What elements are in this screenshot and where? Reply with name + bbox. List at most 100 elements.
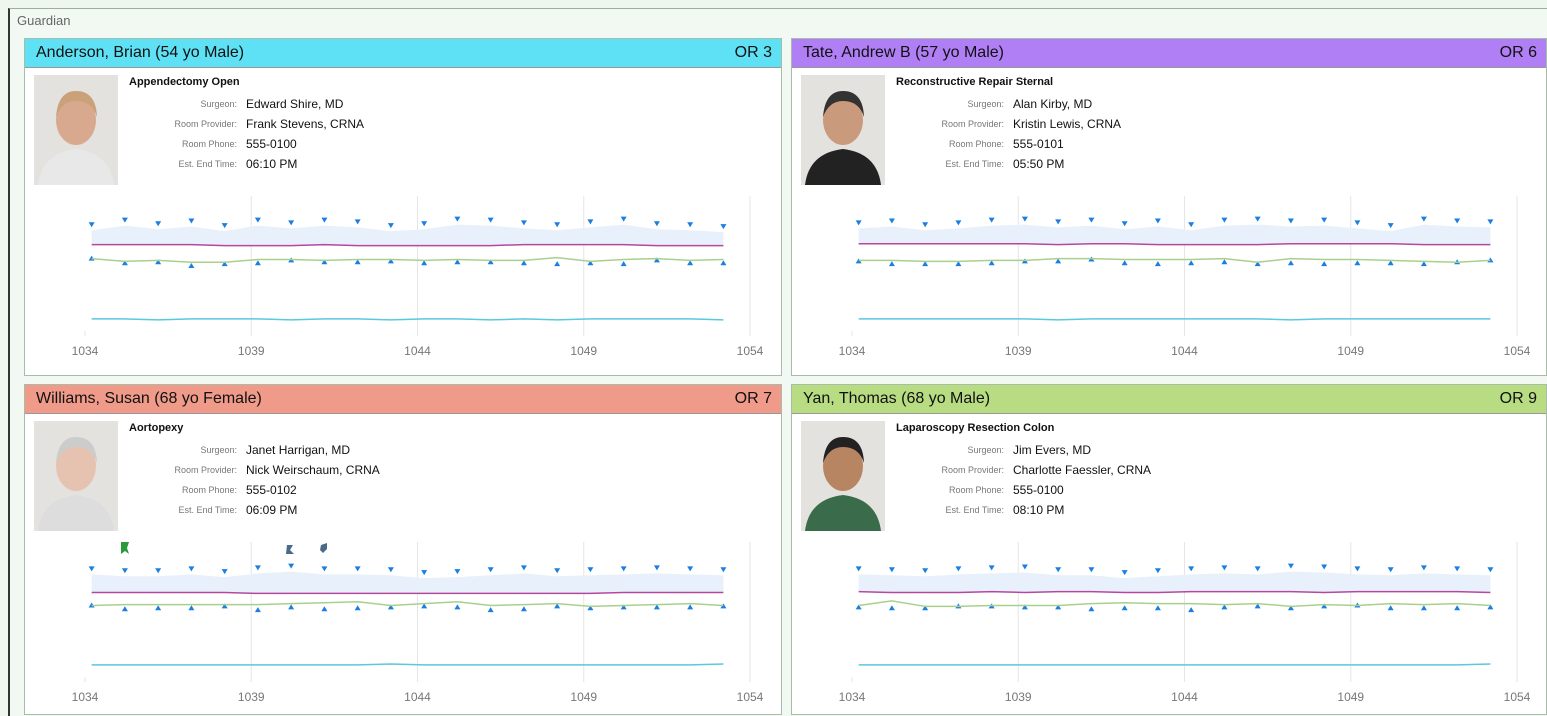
vital-marker	[255, 218, 261, 223]
vital-marker	[1022, 217, 1028, 222]
vital-marker	[889, 219, 895, 224]
vital-marker	[288, 564, 294, 569]
vital-marker	[122, 218, 128, 223]
vital-marker	[1255, 217, 1261, 222]
vital-line	[859, 319, 1491, 320]
vital-marker	[255, 260, 261, 265]
vital-marker	[288, 604, 294, 609]
vital-marker	[188, 566, 194, 571]
vital-marker	[1321, 261, 1327, 266]
vital-marker	[1055, 567, 1061, 572]
vital-marker	[1155, 219, 1161, 224]
vital-line	[92, 258, 724, 263]
vital-marker	[554, 261, 560, 266]
x-tick-label: 1034	[72, 344, 99, 358]
x-tick-label: 1044	[404, 344, 431, 358]
patient-panel: Tate, Andrew B (57 yo Male)OR 6Reconstru…	[791, 38, 1547, 376]
vital-marker	[1321, 565, 1327, 570]
vital-marker	[1088, 218, 1094, 223]
x-tick-label: 1034	[839, 344, 866, 358]
vital-marker	[488, 567, 494, 572]
vital-marker	[1221, 565, 1227, 570]
vital-marker	[687, 566, 693, 571]
vital-marker	[488, 218, 494, 223]
range-band	[92, 572, 724, 594]
vital-marker	[1454, 219, 1460, 224]
vital-marker	[989, 218, 995, 223]
vital-marker	[321, 218, 327, 223]
vitals-chart: 10341039104410491054	[792, 39, 1547, 376]
vital-marker	[922, 568, 928, 573]
vitals-chart: 10341039104410491054	[792, 385, 1547, 715]
vital-marker	[1388, 605, 1394, 610]
vital-marker	[521, 220, 527, 225]
vital-marker	[1122, 605, 1128, 610]
x-tick-label: 1054	[737, 344, 764, 358]
vital-marker	[1188, 566, 1194, 571]
vital-marker	[521, 565, 527, 570]
vital-marker	[720, 224, 726, 229]
vital-marker	[1487, 219, 1493, 224]
vital-marker	[1188, 607, 1194, 612]
vital-marker	[856, 566, 862, 571]
range-band	[859, 225, 1491, 245]
vital-marker	[222, 569, 228, 574]
vital-marker	[1188, 260, 1194, 265]
vital-marker	[1155, 605, 1161, 610]
x-tick-label: 1049	[1337, 690, 1364, 704]
vital-marker	[1022, 565, 1028, 570]
vital-marker	[1055, 219, 1061, 224]
vital-line	[859, 664, 1491, 665]
vital-marker	[1421, 217, 1427, 222]
vital-marker	[1354, 220, 1360, 225]
app-title: Guardian	[17, 13, 70, 28]
x-tick-label: 1054	[737, 690, 764, 704]
vital-marker	[1188, 222, 1194, 227]
vital-marker	[188, 263, 194, 268]
vital-marker	[1421, 605, 1427, 610]
event-icon	[320, 543, 327, 553]
vital-marker	[1388, 223, 1394, 228]
x-tick-label: 1039	[238, 690, 265, 704]
vital-marker	[488, 607, 494, 612]
x-tick-label: 1049	[570, 344, 597, 358]
vital-marker	[687, 604, 693, 609]
vital-marker	[654, 565, 660, 570]
x-tick-label: 1034	[72, 690, 99, 704]
x-tick-label: 1044	[1171, 344, 1198, 358]
vital-marker	[255, 607, 261, 612]
vital-marker	[89, 566, 95, 571]
vital-marker	[89, 222, 95, 227]
vital-marker	[1388, 567, 1394, 572]
vital-marker	[122, 606, 128, 611]
vital-marker	[889, 605, 895, 610]
vital-marker	[155, 568, 161, 573]
vital-line	[92, 602, 724, 607]
vital-marker	[1354, 566, 1360, 571]
vital-marker	[587, 219, 593, 224]
vital-marker	[654, 221, 660, 226]
vital-marker	[155, 605, 161, 610]
vital-marker	[255, 565, 261, 570]
vital-marker	[388, 223, 394, 228]
vital-marker	[1122, 221, 1128, 226]
vital-marker	[1088, 606, 1094, 611]
x-tick-label: 1054	[1504, 690, 1531, 704]
vital-marker	[621, 261, 627, 266]
vital-marker	[889, 567, 895, 572]
x-tick-label: 1054	[1504, 344, 1531, 358]
vital-marker	[1487, 567, 1493, 572]
vital-marker	[1221, 218, 1227, 223]
vital-marker	[621, 217, 627, 222]
vital-line	[859, 259, 1491, 263]
x-tick-label: 1044	[404, 690, 431, 704]
vital-marker	[554, 222, 560, 227]
vital-line	[92, 319, 724, 320]
vital-marker	[1122, 570, 1128, 575]
vital-marker	[1155, 568, 1161, 573]
vital-marker	[321, 566, 327, 571]
event-icon	[286, 545, 294, 554]
